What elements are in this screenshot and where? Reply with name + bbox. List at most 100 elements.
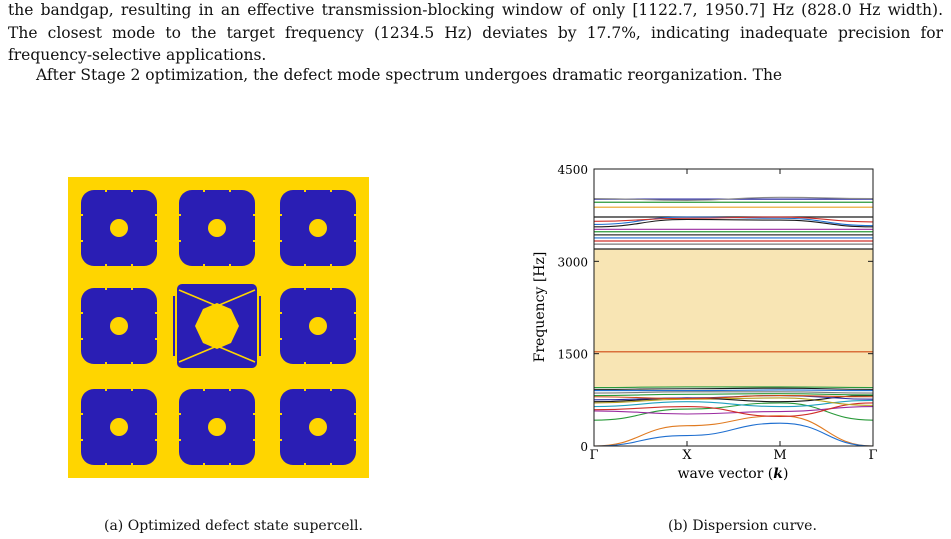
edge-notch	[105, 463, 107, 465]
unit-cell-void	[309, 219, 327, 237]
edge-notch	[203, 463, 205, 465]
edge-notch	[304, 362, 306, 364]
band-curve	[593, 386, 874, 389]
band-curve	[593, 196, 874, 201]
edge-notch	[229, 190, 231, 192]
bandgap-interval: [1122.7, 1950.7]	[632, 1, 766, 19]
band-curve	[593, 402, 874, 421]
edge-notch	[253, 214, 255, 216]
edge-notch	[304, 288, 306, 290]
edge-notch	[330, 190, 332, 192]
edge-notch	[179, 413, 181, 415]
edge-notch	[105, 362, 107, 364]
edge-notch	[105, 288, 107, 290]
band-curve	[593, 394, 874, 403]
edge-notch	[131, 288, 133, 290]
edge-notch	[155, 214, 157, 216]
paragraph-text-1b: Hz (828.0 Hz width). The closest mode to…	[8, 1, 943, 64]
band-curve	[593, 216, 874, 223]
unit-cell	[173, 282, 261, 370]
band-curve	[593, 422, 874, 447]
y-tick-label: 0	[580, 440, 588, 454]
unit-cell	[280, 190, 356, 266]
unit-cell-void	[110, 219, 128, 237]
edge-notch	[354, 439, 356, 441]
edge-notch	[203, 190, 205, 192]
y-axis-label: Frequency [Hz]	[532, 252, 548, 363]
edge-notch	[105, 190, 107, 192]
y-tick-label: 3000	[557, 255, 588, 269]
band-curve	[594, 389, 874, 392]
band-curve	[593, 399, 874, 408]
y-tick-label: 1500	[557, 348, 588, 362]
defect-frame	[175, 282, 259, 370]
unit-cell-void	[208, 418, 226, 436]
x-tick-label: Γ	[868, 448, 877, 463]
edge-notch	[179, 240, 181, 242]
unit-cell-void	[208, 219, 226, 237]
edge-notch	[131, 362, 133, 364]
edge-notch	[203, 389, 205, 391]
supercell-figure	[68, 177, 369, 478]
edge-notch	[155, 240, 157, 242]
edge-notch	[81, 439, 83, 441]
bandgap-region	[594, 249, 873, 387]
band-curve	[593, 397, 874, 406]
band-curve	[593, 402, 874, 418]
edge-notch	[131, 463, 133, 465]
unit-cell-void	[309, 418, 327, 436]
edge-notch	[229, 389, 231, 391]
edge-notch	[330, 463, 332, 465]
edge-notch	[280, 240, 282, 242]
edge-notch	[253, 413, 255, 415]
figure-a-caption: (a) Optimized defect state supercell.	[104, 518, 363, 534]
edge-notch	[304, 264, 306, 266]
unit-cell	[81, 288, 157, 364]
unit-cell	[280, 288, 356, 364]
edge-notch	[179, 439, 181, 441]
edge-notch	[105, 264, 107, 266]
edge-notch	[253, 240, 255, 242]
figure-b-caption: (b) Dispersion curve.	[668, 518, 817, 534]
edge-notch	[330, 362, 332, 364]
edge-notch	[131, 190, 133, 192]
unit-cell	[179, 389, 255, 465]
edge-notch	[304, 389, 306, 391]
edge-notch	[203, 264, 205, 266]
edge-notch	[354, 338, 356, 340]
edge-notch	[81, 214, 83, 216]
edge-notch	[253, 439, 255, 441]
edge-notch	[330, 389, 332, 391]
edge-notch	[280, 312, 282, 314]
y-tick-label: 4500	[557, 163, 588, 177]
edge-notch	[330, 264, 332, 266]
edge-notch	[229, 264, 231, 266]
band-curve	[593, 394, 874, 400]
edge-notch	[330, 288, 332, 290]
band-curve	[593, 406, 874, 415]
edge-notch	[81, 338, 83, 340]
x-tick-label: X	[682, 448, 692, 463]
unit-cell	[280, 389, 356, 465]
edge-notch	[354, 240, 356, 242]
defect-void	[195, 303, 239, 349]
edge-notch	[304, 190, 306, 192]
edge-notch	[155, 439, 157, 441]
edge-notch	[280, 413, 282, 415]
edge-notch	[155, 413, 157, 415]
edge-notch	[131, 389, 133, 391]
unit-cell	[81, 190, 157, 266]
band-curve	[593, 415, 874, 447]
edge-notch	[179, 214, 181, 216]
edge-notch	[280, 439, 282, 441]
edge-notch	[280, 214, 282, 216]
body-paragraph-1: the bandgap, resulting in an effective t…	[8, 0, 943, 67]
x-axis-label: wave vector (k)	[678, 466, 789, 482]
x-tick-label: M	[773, 448, 786, 463]
edge-notch	[280, 338, 282, 340]
unit-cell-void	[110, 418, 128, 436]
edge-notch	[354, 312, 356, 314]
dispersion-chart: Frequency [Hz] wave vector (k) 0 1500 3000…	[532, 163, 878, 482]
edge-notch	[155, 338, 157, 340]
edge-notch	[131, 264, 133, 266]
